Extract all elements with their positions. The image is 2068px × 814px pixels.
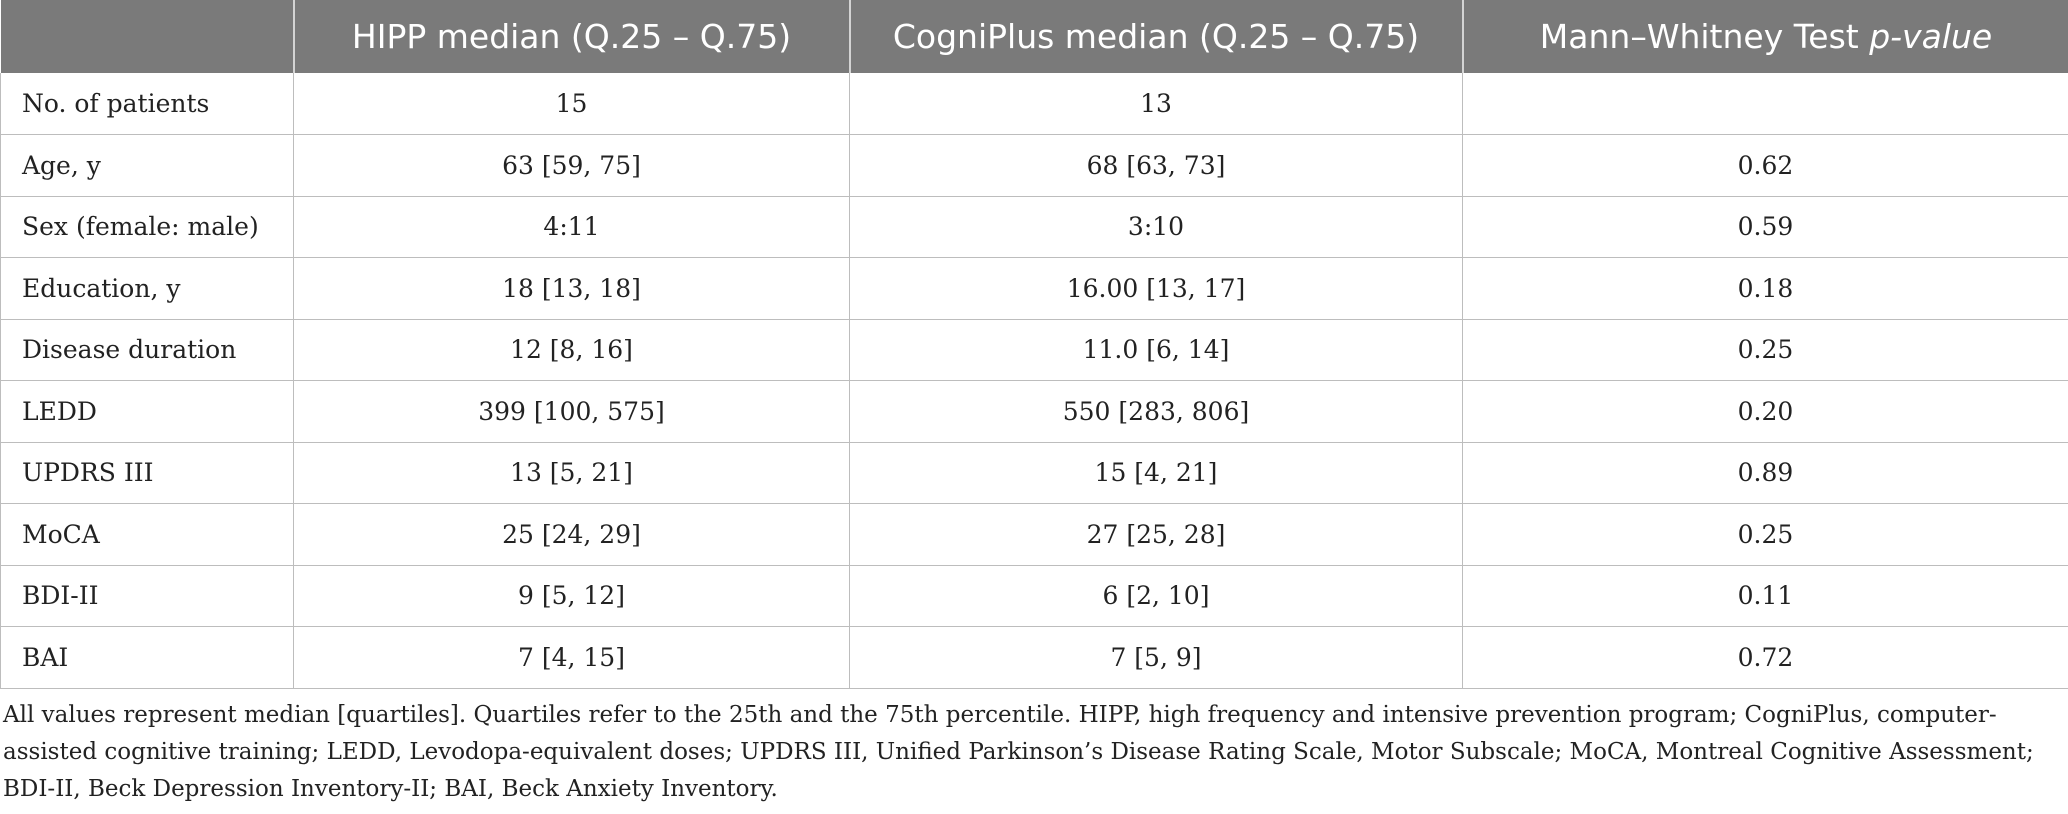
row-label: BDI-II — [0, 564, 294, 627]
table-row: BDI-II 9 [5, 12] 6 [2, 10] 0.11 — [0, 564, 2068, 627]
cogniplus-value: 15 [4, 21] — [849, 441, 1463, 504]
header-mann-whitney: Mann–Whitney Test p-value — [1463, 0, 2068, 73]
row-label: No. of patients — [0, 73, 294, 135]
p-value: 0.62 — [1462, 134, 2068, 197]
cogniplus-value: 16.00 [13, 17] — [849, 257, 1463, 320]
row-label: Disease duration — [0, 318, 294, 381]
row-label: LEDD — [0, 380, 294, 443]
p-value: 0.25 — [1462, 503, 2068, 566]
cogniplus-value: 6 [2, 10] — [849, 564, 1463, 627]
p-value: 0.18 — [1462, 257, 2068, 320]
header-empty-cell — [0, 0, 295, 73]
cogniplus-value: 68 [63, 73] — [849, 134, 1463, 197]
row-label: UPDRS III — [0, 441, 294, 504]
table-row: UPDRS III 13 [5, 21] 15 [4, 21] 0.89 — [0, 441, 2068, 504]
cogniplus-value: 13 — [849, 73, 1463, 135]
p-value: 0.20 — [1462, 380, 2068, 443]
header-row: HIPP median (Q.25 – Q.75) CogniPlus medi… — [0, 0, 2068, 73]
header-cogniplus: CogniPlus median (Q.25 – Q.75) — [849, 0, 1464, 73]
p-value: 0.25 — [1462, 318, 2068, 381]
table-row: Age, y 63 [59, 75] 68 [63, 73] 0.62 — [0, 134, 2068, 197]
table-row: Disease duration 12 [8, 16] 11.0 [6, 14]… — [0, 318, 2068, 381]
hipp-value: 7 [4, 15] — [293, 626, 850, 689]
p-value: 0.72 — [1462, 626, 2068, 689]
cogniplus-value: 27 [25, 28] — [849, 503, 1463, 566]
table-row: Education, y 18 [13, 18] 16.00 [13, 17] … — [0, 257, 2068, 320]
cogniplus-value: 7 [5, 9] — [849, 626, 1463, 689]
row-label: MoCA — [0, 503, 294, 566]
row-label: Age, y — [0, 134, 294, 197]
p-value — [1462, 73, 2068, 135]
hipp-value: 63 [59, 75] — [293, 134, 850, 197]
hipp-value: 4:11 — [293, 195, 850, 258]
row-label: Sex (female: male) — [0, 195, 294, 258]
cogniplus-value: 3:10 — [849, 195, 1463, 258]
hipp-value: 399 [100, 575] — [293, 380, 850, 443]
hipp-value: 25 [24, 29] — [293, 503, 850, 566]
table-row: Sex (female: male) 4:11 3:10 0.59 — [0, 195, 2068, 258]
table-row: LEDD 399 [100, 575] 550 [283, 806] 0.20 — [0, 380, 2068, 443]
header-test-name: Mann–Whitney Test — [1539, 17, 1859, 56]
hipp-value: 13 [5, 21] — [293, 441, 850, 504]
table-body: No. of patients 15 13 Age, y 63 [59, 75]… — [0, 73, 2068, 689]
cogniplus-value: 550 [283, 806] — [849, 380, 1463, 443]
header-p-value: p-value — [1869, 17, 1993, 56]
table-row: No. of patients 15 13 — [0, 73, 2068, 135]
row-label: BAI — [0, 626, 294, 689]
table-footnote: All values represent median [quartiles].… — [3, 702, 2034, 802]
p-value: 0.11 — [1462, 564, 2068, 627]
p-value: 0.59 — [1462, 195, 2068, 258]
hipp-value: 18 [13, 18] — [293, 257, 850, 320]
header-hipp: HIPP median (Q.25 – Q.75) — [293, 0, 851, 73]
hipp-value: 9 [5, 12] — [293, 564, 850, 627]
row-label: Education, y — [0, 257, 294, 320]
table-row: BAI 7 [4, 15] 7 [5, 9] 0.72 — [0, 626, 2068, 689]
table-header: HIPP median (Q.25 – Q.75) CogniPlus medi… — [0, 0, 2068, 73]
hipp-value: 12 [8, 16] — [293, 318, 850, 381]
patient-characteristics-table: HIPP median (Q.25 – Q.75) CogniPlus medi… — [0, 0, 2068, 689]
p-value: 0.89 — [1462, 441, 2068, 504]
hipp-value: 15 — [293, 73, 850, 135]
cogniplus-value: 11.0 [6, 14] — [849, 318, 1463, 381]
table-row: MoCA 25 [24, 29] 27 [25, 28] 0.25 — [0, 503, 2068, 566]
